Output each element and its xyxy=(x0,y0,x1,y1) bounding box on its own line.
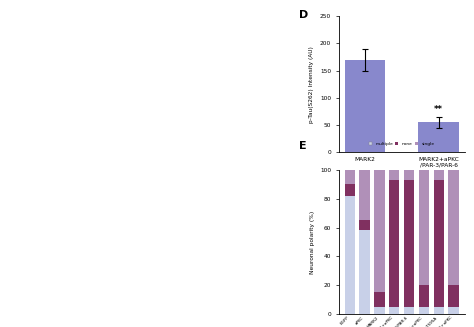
Bar xyxy=(345,184,355,196)
Bar xyxy=(419,285,429,307)
Bar xyxy=(434,170,444,180)
Y-axis label: Neuronal polarity (%): Neuronal polarity (%) xyxy=(310,210,315,274)
Bar xyxy=(374,170,385,292)
Bar xyxy=(374,292,385,307)
Bar xyxy=(419,170,429,285)
Bar xyxy=(389,180,400,307)
Text: D: D xyxy=(299,9,308,20)
Bar xyxy=(359,220,370,231)
Bar xyxy=(448,285,459,307)
Bar xyxy=(345,60,385,152)
Bar xyxy=(389,170,400,180)
Bar xyxy=(419,307,429,314)
Bar xyxy=(374,307,385,314)
Text: B: B xyxy=(3,168,12,179)
Bar xyxy=(448,307,459,314)
Y-axis label: p-Tau(S262) Intensity (AU): p-Tau(S262) Intensity (AU) xyxy=(310,46,314,123)
Bar xyxy=(434,180,444,307)
Bar xyxy=(345,170,355,184)
Bar xyxy=(359,170,370,220)
Text: C: C xyxy=(171,168,179,179)
Bar xyxy=(404,180,414,307)
Bar xyxy=(389,307,400,314)
Bar xyxy=(418,122,459,152)
Bar xyxy=(359,231,370,314)
Bar xyxy=(448,170,459,285)
Bar xyxy=(404,170,414,180)
Legend: multiple, none, single: multiple, none, single xyxy=(367,141,436,148)
Text: **: ** xyxy=(434,105,443,113)
Bar xyxy=(345,196,355,314)
Bar xyxy=(434,307,444,314)
Text: A: A xyxy=(3,5,12,15)
Text: E: E xyxy=(299,141,306,151)
Bar xyxy=(404,307,414,314)
